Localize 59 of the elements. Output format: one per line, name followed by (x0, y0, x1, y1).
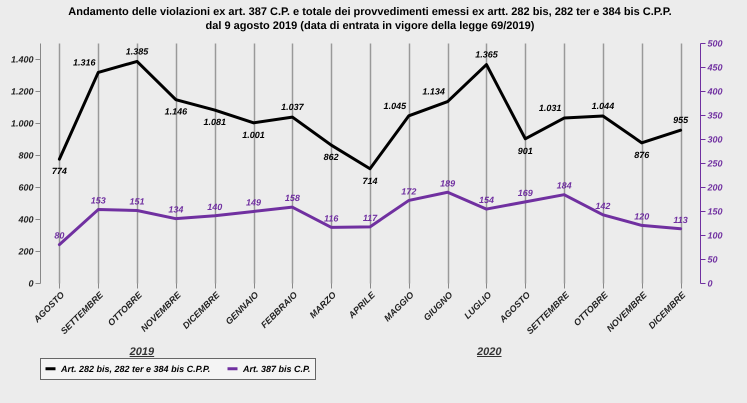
data-label: 774 (52, 166, 67, 176)
chart-subtitle: dal 9 agosto 2019 (data di entrata in vigore della legge 69/2019) (206, 20, 535, 32)
data-label: 113 (673, 214, 688, 225)
data-label: 154 (478, 195, 494, 206)
y2-tick-label: 350 (708, 110, 723, 120)
y2-tick-label: 300 (708, 134, 723, 144)
y-tick-label: 1.000 (10, 118, 34, 128)
data-label: 1.045 (384, 100, 408, 111)
data-label: 955 (673, 115, 690, 126)
y-tick-label: 800 (18, 150, 34, 160)
y2-tick-label: 150 (708, 206, 723, 216)
data-label: 1.044 (592, 100, 614, 111)
data-label: 80 (54, 230, 64, 241)
data-label: 1.134 (422, 86, 445, 97)
data-label: 116 (324, 213, 340, 224)
data-label: 140 (207, 202, 222, 212)
text: 2019 (130, 346, 154, 358)
text: 2020 (477, 346, 502, 358)
legend-label: Art. 282 bis, 282 ter e 384 bis C.P.P. (60, 364, 210, 374)
data-label: 1.001 (242, 130, 265, 140)
data-label: 1.037 (281, 102, 305, 112)
data-label: 1.146 (164, 106, 188, 117)
legend-label: Art. 387 bis C.P. (242, 364, 310, 374)
y-tick-label: 1.400 (10, 54, 34, 64)
y-tick-label: 600 (18, 182, 34, 192)
data-label: 169 (518, 188, 533, 198)
data-label: 901 (518, 146, 533, 156)
y2-tick-label: 450 (706, 62, 723, 72)
y2-tick-label: 200 (706, 182, 723, 192)
data-label: 862 (324, 152, 339, 162)
y-tick-label: 400 (17, 214, 34, 224)
y2-tick-label: 50 (708, 254, 718, 264)
data-label: 149 (246, 197, 262, 208)
data-label: 134 (168, 204, 184, 215)
data-label: 1.385 (126, 46, 150, 56)
y2-tick-label: 100 (708, 230, 723, 240)
data-label: 120 (634, 211, 650, 222)
data-label: 876 (634, 150, 650, 160)
data-label: 714 (362, 176, 378, 186)
data-label: 158 (284, 193, 300, 204)
data-label: 1.031 (538, 103, 562, 114)
y2-tick-label: 400 (706, 86, 723, 96)
data-label: 189 (440, 178, 456, 188)
y-tick-label: 0 (28, 278, 34, 288)
y2-tick-label: 500 (708, 38, 723, 48)
y2-tick-label: 0 (708, 278, 713, 288)
y-tick-label: 1.200 (10, 86, 34, 96)
y2-tick-label: 250 (706, 158, 723, 168)
data-label: 172 (401, 186, 416, 196)
data-label: 151 (130, 196, 145, 207)
data-label: 153 (90, 196, 106, 206)
data-label: 1.365 (475, 50, 499, 60)
data-label: 142 (595, 200, 610, 211)
y-tick-label: 200 (17, 246, 34, 256)
data-label: 117 (362, 212, 378, 223)
data-label: 1.316 (72, 57, 96, 68)
chart-title: Andamento delle violazioni ex art. 387 C.P. e totale dei provvedimenti emessi ex artt. 282 bis, 282 ter e 384 bis C.P.P. (68, 6, 672, 18)
data-label: 1.081 (203, 117, 226, 128)
data-label: 184 (556, 180, 572, 191)
